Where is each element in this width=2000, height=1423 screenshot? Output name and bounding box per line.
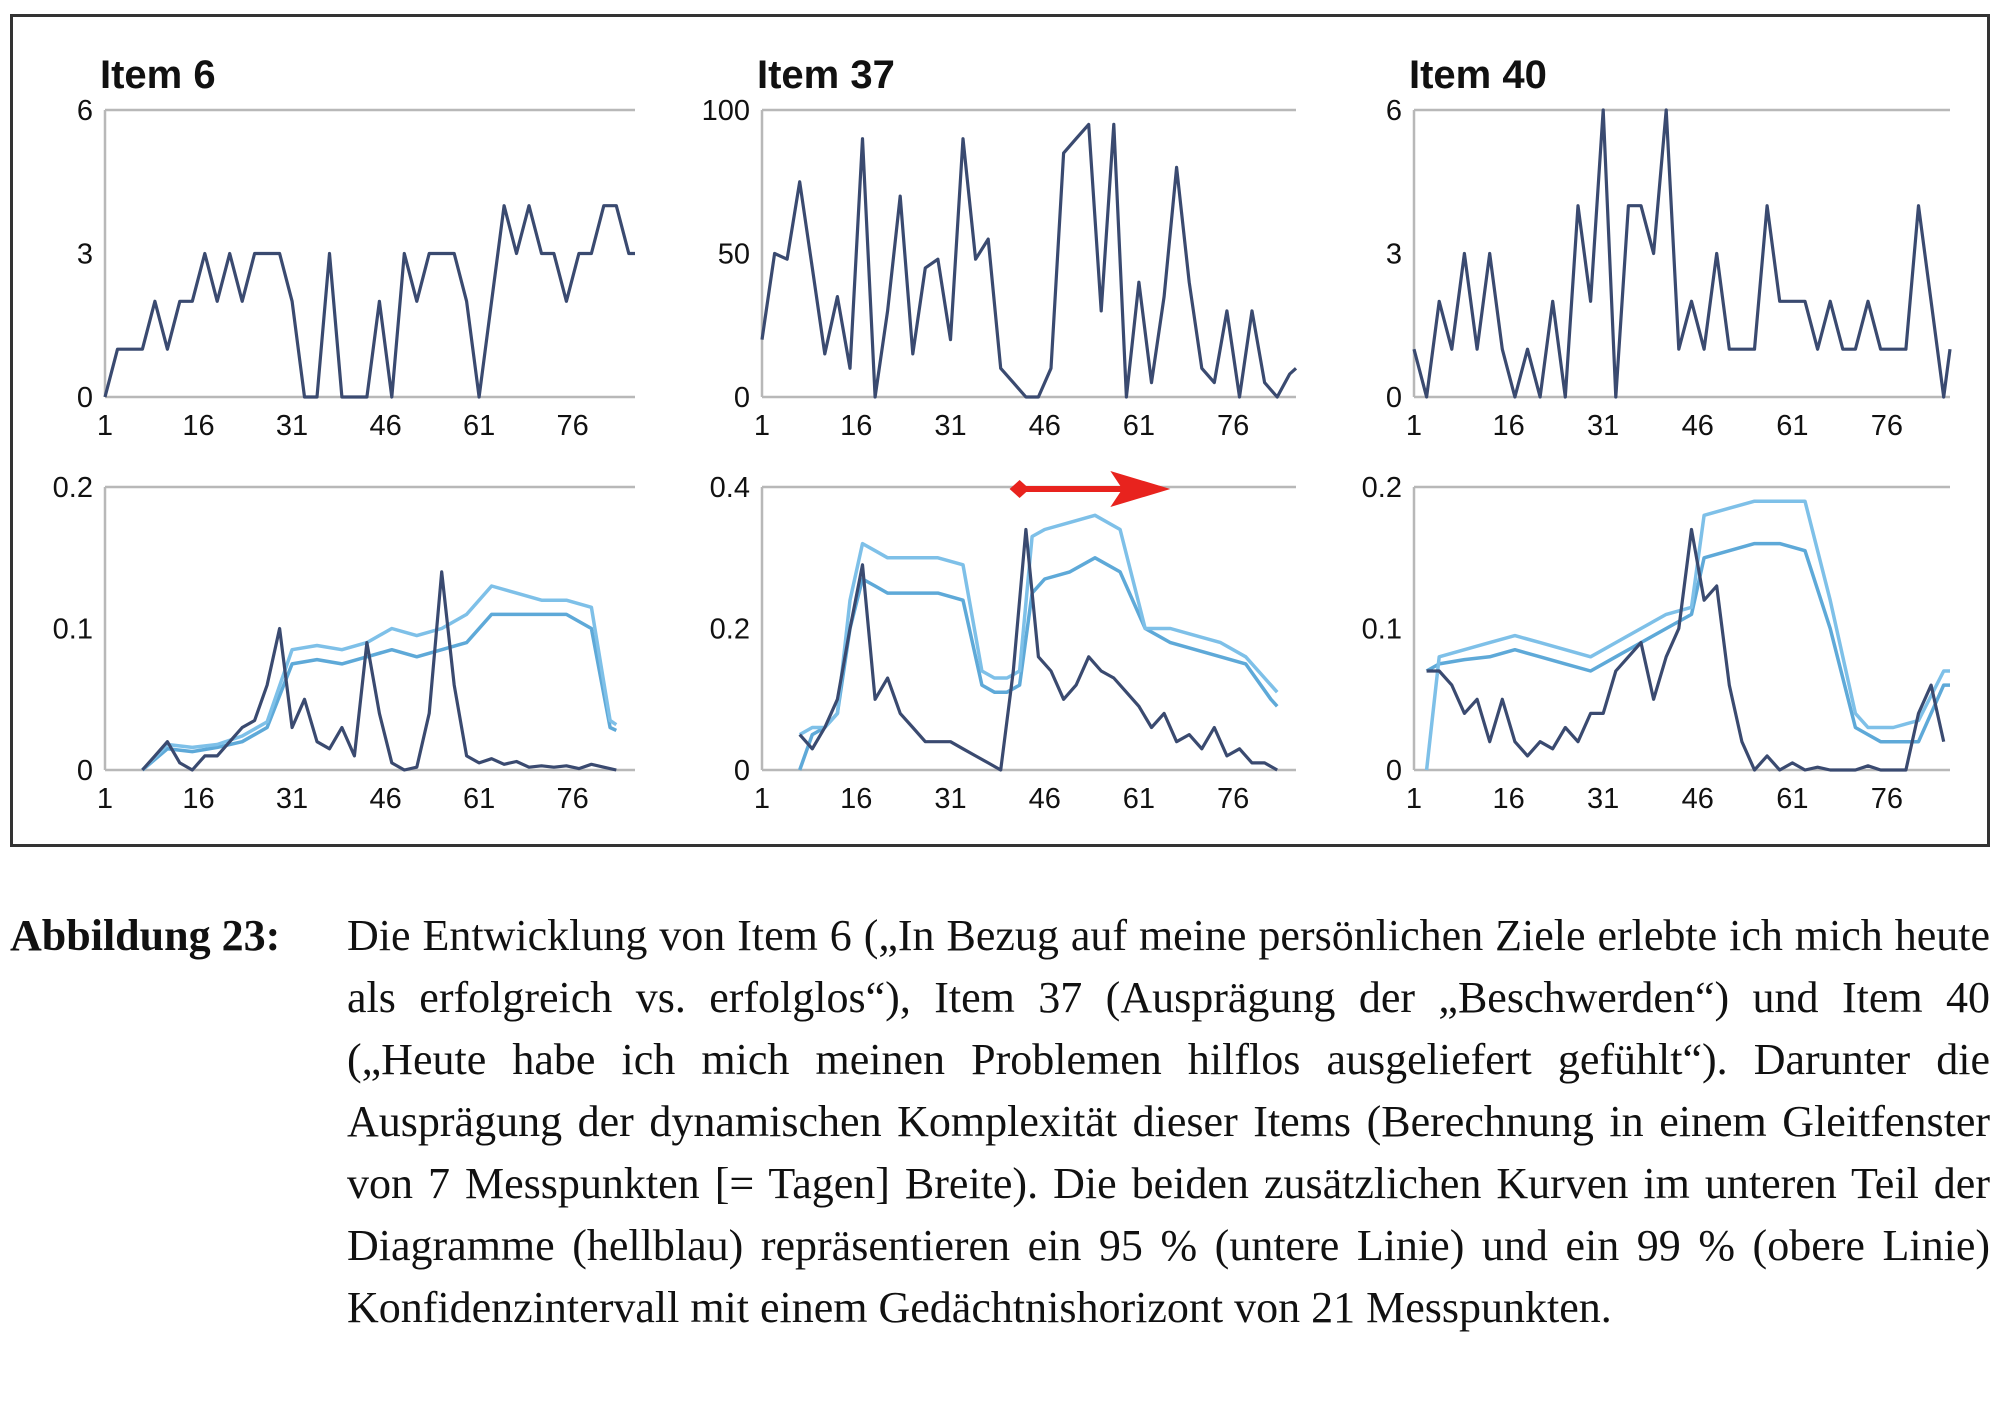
y-tick-label: 0.4: [710, 472, 750, 504]
x-tick-label: 76: [1871, 410, 1903, 442]
y-tick-label: 0: [77, 755, 93, 787]
panel-title: Item 37: [757, 53, 895, 97]
x-tick-label: 76: [557, 410, 589, 442]
figure-frame: [10, 14, 1990, 847]
x-tick-label: 16: [1492, 783, 1524, 815]
x-tick-label: 46: [1682, 410, 1714, 442]
y-tick-label: 0: [734, 382, 750, 414]
series-line-complexity: [141, 570, 617, 772]
series-line-ci95: [1425, 541, 1950, 744]
y-tick-label: 3: [1386, 239, 1402, 271]
y-tick-label: 0: [1386, 382, 1402, 414]
series-line-complexity: [798, 527, 1278, 772]
x-tick-label: 61: [1776, 410, 1808, 442]
x-tick-label: 46: [369, 783, 401, 815]
x-tick-label: 61: [1123, 783, 1155, 815]
y-tick-label: 0.2: [53, 472, 93, 504]
x-tick-label: 61: [1776, 783, 1808, 815]
x-tick-label: 1: [754, 783, 770, 815]
x-tick-label: 1: [1406, 783, 1422, 815]
x-tick-label: 1: [1406, 410, 1422, 442]
arrow-tail-marker: [1009, 480, 1030, 498]
x-tick-label: 31: [276, 783, 308, 815]
panel-title: Item 40: [1409, 53, 1547, 97]
caption-text: Die Entwicklung von Item 6 („In Bezug au…: [347, 911, 1990, 1332]
x-tick-label: 31: [1587, 410, 1619, 442]
x-tick-label: 76: [1217, 410, 1249, 442]
x-tick-label: 31: [276, 410, 308, 442]
y-tick-label: 0.1: [53, 614, 93, 646]
x-tick-label: 61: [463, 410, 495, 442]
x-tick-label: 46: [1682, 783, 1714, 815]
series-line-ci99: [798, 513, 1279, 737]
x-tick-label: 16: [182, 410, 214, 442]
x-tick-label: 76: [1217, 783, 1249, 815]
x-tick-label: 61: [463, 783, 495, 815]
series-line-complexity: [1426, 527, 1946, 772]
y-tick-label: 0: [1386, 755, 1402, 787]
x-tick-label: 31: [934, 410, 966, 442]
x-tick-label: 16: [1492, 410, 1524, 442]
y-tick-label: 0.2: [1362, 472, 1402, 504]
series-line-data: [760, 122, 1298, 399]
series-line-data: [1412, 108, 1952, 399]
x-tick-label: 46: [369, 410, 401, 442]
series-line-ci99: [1424, 499, 1950, 771]
y-tick-label: 0: [734, 755, 750, 787]
x-tick-label: 46: [1029, 783, 1061, 815]
x-tick-label: 1: [97, 410, 113, 442]
arrow-head-icon: [1110, 471, 1171, 507]
x-tick-label: 16: [840, 783, 872, 815]
series-line-data: [103, 204, 635, 399]
x-tick-label: 76: [1871, 783, 1903, 815]
x-tick-label: 46: [1029, 410, 1061, 442]
x-tick-label: 31: [934, 783, 966, 815]
panel-title: Item 6: [100, 53, 216, 97]
y-tick-label: 6: [77, 95, 93, 127]
y-tick-label: 0: [77, 382, 93, 414]
x-tick-label: 16: [840, 410, 872, 442]
x-tick-label: 16: [182, 783, 214, 815]
x-tick-label: 61: [1123, 410, 1155, 442]
caption-label: Abbildung 23:: [10, 911, 281, 960]
y-tick-label: 100: [702, 95, 750, 127]
x-tick-label: 1: [754, 410, 770, 442]
series-line-ci99: [141, 584, 618, 772]
x-tick-label: 1: [97, 783, 113, 815]
x-tick-label: 76: [557, 783, 589, 815]
y-tick-label: 6: [1386, 95, 1402, 127]
x-tick-label: 31: [1587, 783, 1619, 815]
y-tick-label: 50: [718, 239, 750, 271]
y-tick-label: 0.2: [710, 614, 750, 646]
y-tick-label: 0.1: [1362, 614, 1402, 646]
y-tick-label: 3: [77, 239, 93, 271]
